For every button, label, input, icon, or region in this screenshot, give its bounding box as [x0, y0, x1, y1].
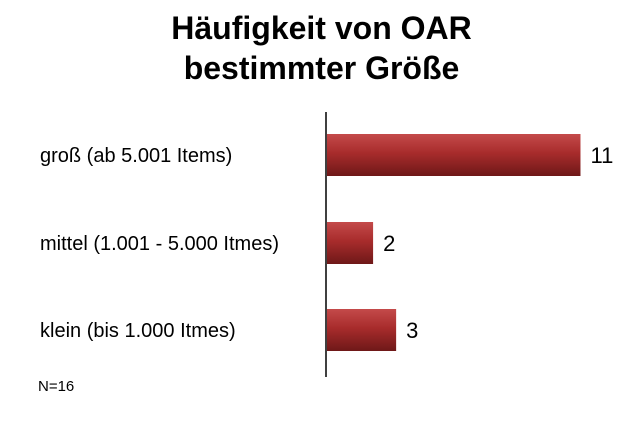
category-label: mittel (1.001 - 5.000 Itmes) [40, 233, 279, 255]
data-label: 3 [406, 318, 418, 343]
category-label: groß (ab 5.001 Items) [40, 145, 232, 167]
category-label: klein (bis 1.000 Itmes) [40, 320, 236, 342]
chart-title-line-1: Häufigkeit von OAR [171, 10, 472, 46]
data-label: 11 [590, 143, 613, 168]
data-label: 2 [383, 231, 395, 256]
chart-title-line-2: bestimmter Größe [183, 50, 460, 86]
bar [327, 309, 397, 351]
sample-size-note: N=16 [38, 378, 75, 395]
bar [327, 134, 581, 176]
chart-title: Häufigkeit von OAR bestimmter Größe [0, 8, 643, 88]
bar [327, 222, 374, 264]
